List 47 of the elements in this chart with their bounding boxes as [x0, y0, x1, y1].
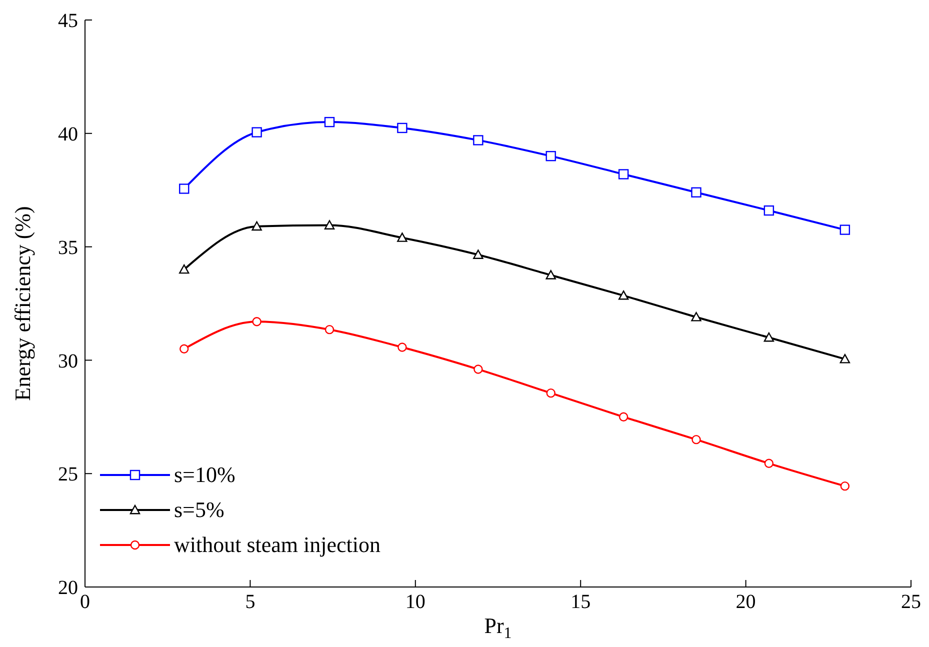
- point: [252, 221, 262, 231]
- point: [324, 116, 335, 128]
- point: [546, 150, 556, 162]
- point: [691, 312, 702, 322]
- point: [764, 332, 774, 342]
- point: [840, 481, 850, 491]
- y-tick-label: 30: [58, 350, 78, 372]
- x-tick-label: 5: [245, 591, 256, 614]
- point: [252, 127, 262, 138]
- point: [546, 270, 556, 280]
- point: [840, 354, 850, 364]
- y-tick-label: 20: [58, 577, 78, 600]
- point: [473, 135, 484, 146]
- point: [397, 122, 408, 134]
- point: [179, 264, 190, 274]
- point: [398, 342, 407, 352]
- y-axis-title: Energy efficiency (%): [10, 206, 35, 401]
- point: [618, 169, 629, 180]
- point: [618, 290, 629, 300]
- point: [764, 205, 774, 216]
- point: [618, 412, 628, 422]
- x-axis-title: Pr$_{1}$: [484, 613, 512, 642]
- legend-label: without steam injection: [174, 532, 381, 558]
- y-tick-label: 45: [58, 10, 78, 32]
- legend-label: s=10%: [174, 462, 236, 488]
- x-tick-label: 0: [80, 591, 90, 614]
- x-tick-label: 20: [736, 591, 756, 614]
- y-tick-label: 35: [58, 236, 78, 259]
- y-tick-label: 25: [58, 464, 78, 486]
- x-tick-label: 15: [570, 591, 591, 614]
- point: [324, 324, 334, 334]
- point: [546, 388, 556, 398]
- point: [180, 344, 189, 354]
- point: [397, 232, 408, 242]
- point: [691, 187, 702, 198]
- x-tick-label: 25: [901, 591, 921, 614]
- point: [252, 317, 262, 326]
- point: [473, 250, 484, 259]
- legend-label: s=5%: [174, 496, 224, 522]
- point: [179, 184, 190, 194]
- point: [474, 364, 483, 374]
- x-tick-label: 10: [405, 591, 426, 614]
- point: [324, 220, 335, 230]
- point: [764, 458, 774, 468]
- y-tick-label: 40: [58, 124, 78, 146]
- point: [840, 224, 850, 235]
- point: [692, 434, 701, 444]
